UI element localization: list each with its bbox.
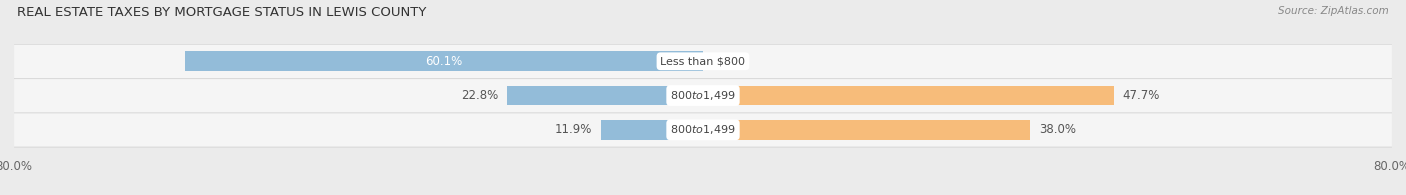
- FancyBboxPatch shape: [14, 113, 1392, 148]
- Text: 11.9%: 11.9%: [554, 123, 592, 136]
- Bar: [600, 120, 703, 140]
- Text: $800 to $1,499: $800 to $1,499: [671, 89, 735, 102]
- Bar: [703, 120, 1031, 140]
- Text: REAL ESTATE TAXES BY MORTGAGE STATUS IN LEWIS COUNTY: REAL ESTATE TAXES BY MORTGAGE STATUS IN …: [17, 6, 426, 19]
- Text: 47.7%: 47.7%: [1122, 89, 1160, 102]
- Text: 0.0%: 0.0%: [711, 55, 741, 68]
- FancyBboxPatch shape: [14, 78, 1392, 113]
- Text: $800 to $1,499: $800 to $1,499: [671, 123, 735, 136]
- FancyBboxPatch shape: [14, 44, 1392, 79]
- Text: 60.1%: 60.1%: [426, 55, 463, 68]
- FancyBboxPatch shape: [14, 79, 1392, 112]
- Bar: [506, 86, 703, 105]
- Text: Source: ZipAtlas.com: Source: ZipAtlas.com: [1278, 6, 1389, 16]
- Text: 38.0%: 38.0%: [1039, 123, 1076, 136]
- FancyBboxPatch shape: [14, 45, 1392, 78]
- Bar: [703, 86, 1114, 105]
- Text: 22.8%: 22.8%: [461, 89, 498, 102]
- Text: Less than $800: Less than $800: [661, 56, 745, 66]
- FancyBboxPatch shape: [14, 113, 1392, 147]
- Bar: [186, 51, 703, 71]
